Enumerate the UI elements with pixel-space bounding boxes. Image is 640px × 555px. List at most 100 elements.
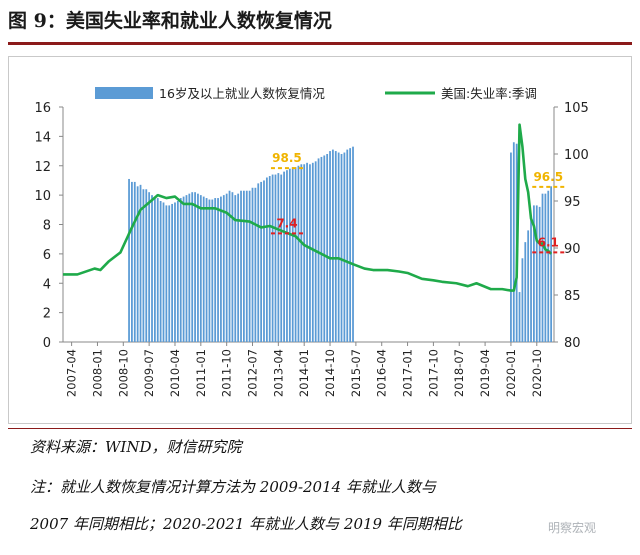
x-tick-label: 2020-01 [504, 349, 518, 397]
employment-recovery-bar [248, 190, 251, 342]
unemployment-line [63, 123, 553, 292]
employment-recovery-bar [337, 152, 340, 342]
employment-recovery-bar [533, 205, 535, 342]
employment-recovery-bar [257, 183, 260, 343]
employment-recovery-bar [530, 220, 532, 342]
legend-bar-swatch [95, 87, 153, 99]
employment-recovery-bar [182, 196, 185, 342]
x-tick-label: 2012-07 [246, 349, 260, 397]
employment-recovery-bar [214, 198, 217, 342]
employment-recovery-bar [133, 181, 136, 342]
title-divider [8, 42, 632, 45]
employment-recovery-bar [346, 149, 349, 342]
x-tick-label: 2016-04 [375, 349, 389, 397]
y-left-tick-label: 6 [43, 248, 51, 263]
employment-recovery-bar [205, 198, 208, 342]
x-tick-label: 2013-04 [271, 349, 285, 397]
employment-recovery-bar [245, 190, 248, 342]
employment-recovery-bar [320, 156, 323, 342]
employment-recovery-bar [217, 198, 219, 342]
employment-recovery-bar [194, 192, 196, 342]
employment-recovery-bar [329, 151, 331, 342]
employment-recovery-bar [510, 152, 512, 342]
employment-recovery-bar [191, 192, 194, 342]
employment-recovery-bar [151, 195, 153, 343]
employment-recovery-bar [527, 230, 530, 343]
y-left-tick-label: 16 [34, 101, 51, 116]
employment-recovery-bar [228, 190, 231, 342]
legend-bar-label: 16岁及以上就业人数恢复情况 [159, 86, 325, 101]
employment-recovery-bar [251, 187, 254, 342]
employment-recovery-bar [352, 146, 354, 342]
legend-line-label: 美国:失业率:季调 [441, 86, 537, 101]
employment-recovery-bar [148, 192, 151, 342]
x-tick-label: 2010-04 [168, 349, 182, 397]
employment-recovery-bar [162, 202, 165, 342]
employment-recovery-bar [168, 205, 171, 342]
source-note: 资料来源：WIND，财信研究院 [30, 438, 242, 456]
employment-recovery-bar [538, 206, 541, 343]
employment-recovery-bar [286, 170, 288, 342]
x-tick-label: 2020-10 [530, 349, 544, 397]
method-note-line-1: 注：就业人数恢复情况计算方法为 2009-2014 年就业人数与 [30, 478, 436, 496]
employment-recovery-bar [343, 152, 346, 342]
employment-recovery-bar [334, 151, 337, 342]
employment-recovery-bar [211, 199, 214, 342]
employment-recovery-bar [179, 198, 182, 342]
x-tick-label: 2019-04 [478, 349, 492, 397]
x-tick-label: 2018-07 [452, 349, 466, 397]
employment-recovery-bar [139, 184, 142, 342]
x-tick-label: 2015-07 [349, 349, 363, 397]
y-right-tick-label: 90 [564, 242, 581, 257]
chart-svg: 0 2 4 6 8 10 12 14 16 80 85 90 95 100 105 2007-04 2008-0… [34, 86, 589, 397]
employment-recovery-bar [535, 205, 538, 342]
employment-recovery-bar [291, 167, 294, 342]
employment-recovery-bar [323, 155, 326, 342]
x-tick-label: 2011-10 [220, 349, 234, 397]
employment-recovery-bar [332, 149, 334, 342]
employment-recovery-bar [544, 193, 547, 342]
employment-recovery-bar [550, 186, 553, 342]
employment-recovery-bar [136, 186, 139, 342]
x-tick-label: 2009-07 [142, 349, 156, 397]
employment-recovery-bar [277, 173, 280, 342]
x-tick-label: 2014-01 [297, 349, 311, 397]
y-left-tick-label: 12 [34, 160, 51, 175]
y-left-tick-label: 2 [43, 307, 51, 322]
employment-recovery-bar [512, 142, 515, 342]
employment-recovery-bar [547, 190, 550, 342]
employment-recovery-bar [271, 174, 274, 342]
employment-recovery-bar [208, 199, 211, 342]
employment-recovery-bar [231, 192, 234, 342]
employment-recovery-bar [283, 171, 285, 343]
employment-recovery-bar [349, 148, 352, 343]
employment-recovery-bar [188, 193, 191, 342]
employment-recovery-bar [326, 154, 329, 342]
y-left-tick-label: 8 [43, 219, 51, 234]
employment-recovery-bar [171, 203, 173, 342]
y-right-tick-label: 80 [564, 336, 581, 351]
x-tick-label: 2008-01 [90, 349, 104, 397]
employment-recovery-bar [518, 292, 521, 342]
employment-recovery-bar [165, 205, 168, 342]
min-label: 6.1 [538, 235, 559, 249]
employment-recovery-bar [280, 174, 283, 342]
x-tick-label: 2008-10 [116, 349, 130, 397]
employment-recovery-bar [265, 177, 268, 342]
employment-recovery-bar [288, 168, 291, 342]
y-left-tick-label: 10 [34, 189, 51, 204]
method-note-line-2: 2007 年同期相比；2020-2021 年就业人数与 2019 年同期相比 [30, 515, 462, 533]
employment-recovery-bar [243, 190, 245, 342]
employment-recovery-bar [222, 195, 225, 343]
employment-recovery-bar [303, 164, 306, 342]
watermark: 明察宏观 [548, 521, 597, 535]
y-right-tick-label: 105 [564, 101, 589, 116]
employment-recovery-bar [153, 196, 156, 342]
y-right-tick-label: 85 [564, 289, 581, 304]
employment-recovery-bar [521, 258, 524, 342]
chart-frame: 0 2 4 6 8 10 12 14 16 80 85 90 95 100 105 2007-04 2008-0… [8, 56, 632, 424]
employment-recovery-bar [197, 193, 199, 342]
employment-recovery-bar [234, 195, 237, 343]
x-tick-label: 2014-10 [323, 349, 337, 397]
employment-recovery-bar [300, 164, 303, 342]
